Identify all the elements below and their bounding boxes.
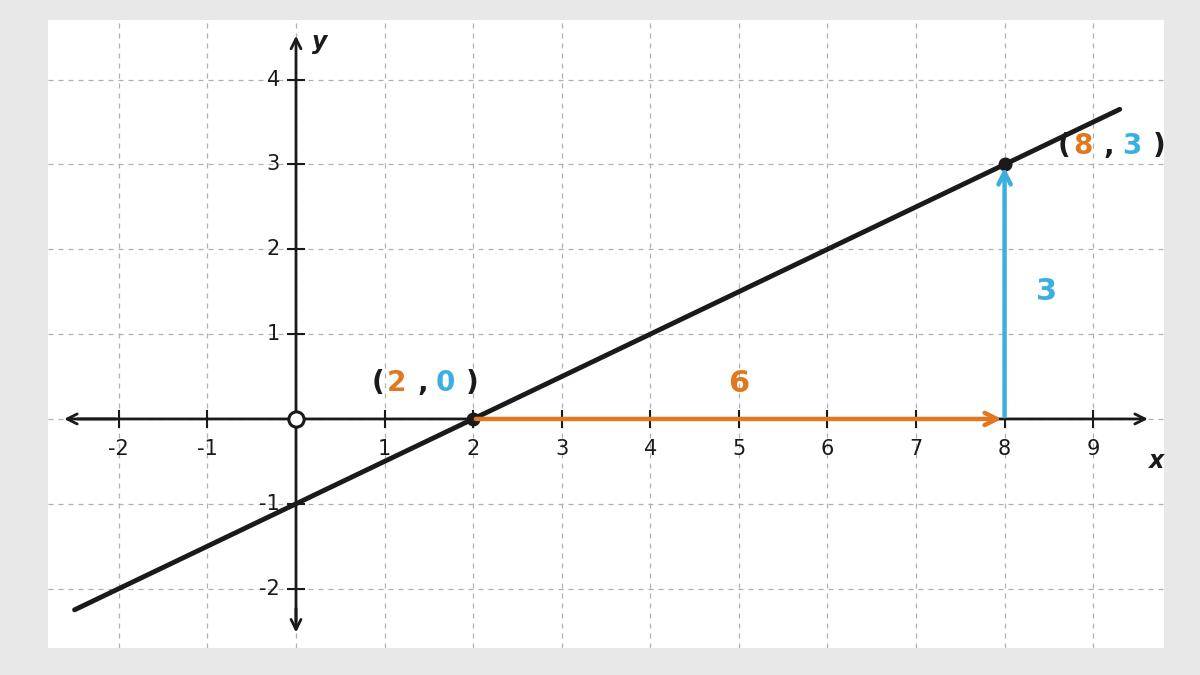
- Text: 6: 6: [821, 439, 834, 459]
- Text: (: (: [1057, 132, 1070, 160]
- Text: 4: 4: [266, 70, 280, 90]
- Text: 2: 2: [388, 369, 407, 398]
- Text: 7: 7: [910, 439, 923, 459]
- Text: -2: -2: [259, 578, 280, 599]
- Text: 3: 3: [1122, 132, 1141, 160]
- Text: ): ): [466, 369, 479, 398]
- Text: 6: 6: [728, 369, 750, 398]
- Text: 9: 9: [1086, 439, 1100, 459]
- Text: 1: 1: [266, 324, 280, 344]
- Text: 3: 3: [1036, 277, 1057, 306]
- Text: 3: 3: [556, 439, 569, 459]
- Text: y: y: [312, 30, 328, 55]
- Text: 3: 3: [266, 155, 280, 174]
- Text: ,: ,: [418, 369, 428, 398]
- Text: 1: 1: [378, 439, 391, 459]
- Text: -1: -1: [259, 494, 280, 514]
- Text: 8: 8: [1074, 132, 1093, 160]
- Text: 2: 2: [266, 240, 280, 259]
- Text: -2: -2: [108, 439, 130, 459]
- Text: 2: 2: [467, 439, 480, 459]
- Text: 8: 8: [998, 439, 1012, 459]
- Text: ): ): [1152, 132, 1165, 160]
- Text: x: x: [1150, 449, 1164, 472]
- Text: (: (: [371, 369, 384, 398]
- Text: 4: 4: [643, 439, 656, 459]
- Text: 0: 0: [436, 369, 455, 398]
- Text: 5: 5: [732, 439, 745, 459]
- Text: ,: ,: [1104, 132, 1115, 160]
- Text: -1: -1: [197, 439, 218, 459]
